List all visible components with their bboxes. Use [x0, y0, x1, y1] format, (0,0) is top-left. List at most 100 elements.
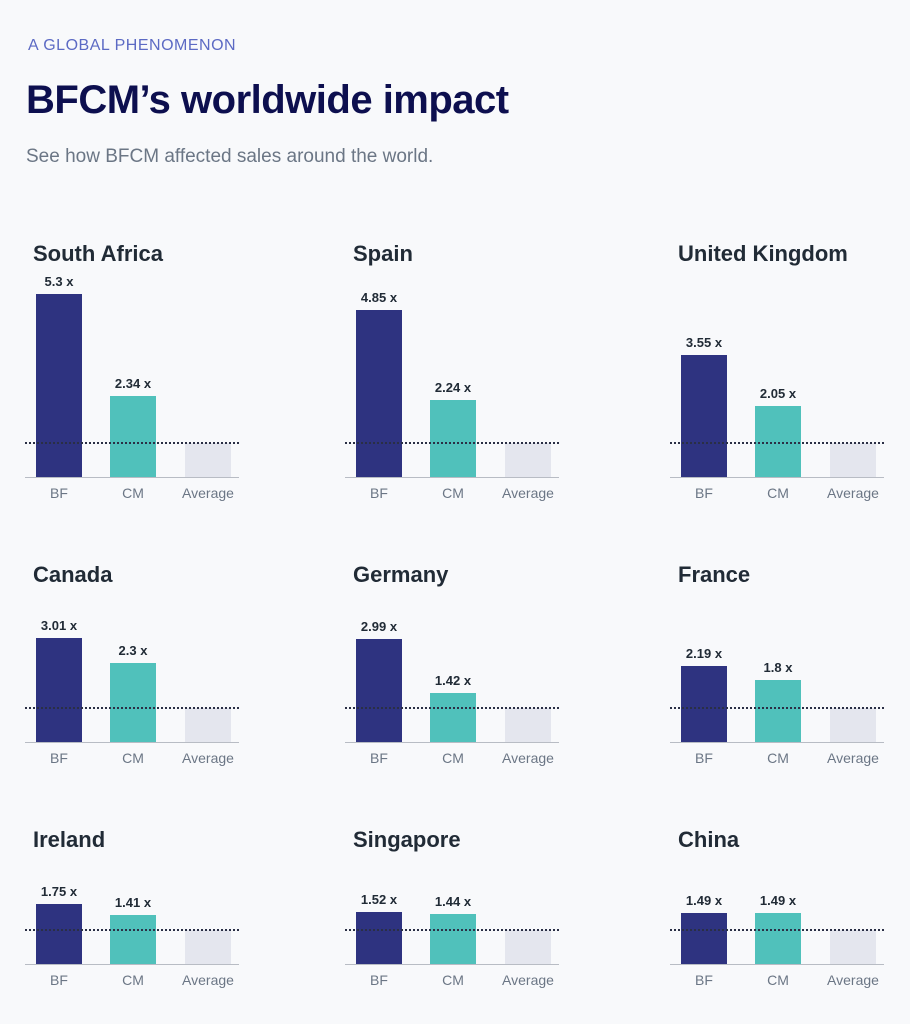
- data-label: 2.05 x: [759, 386, 797, 402]
- bar-average: [185, 442, 231, 477]
- category-label: Average: [502, 972, 554, 988]
- bar-bf: [356, 638, 402, 742]
- category-label: Average: [827, 972, 879, 988]
- data-label: 2.34 x: [114, 376, 152, 392]
- category-label: Average: [827, 485, 879, 501]
- bar-average: [505, 707, 551, 742]
- data-label: 2.24 x: [434, 379, 472, 395]
- average-line: [25, 706, 239, 709]
- category-label: Average: [827, 750, 879, 766]
- average-line: [345, 706, 559, 709]
- x-axis-line: [25, 477, 239, 478]
- panel-title: United Kingdom: [678, 241, 848, 266]
- bar-bf: [36, 903, 82, 964]
- category-label: BF: [695, 750, 713, 766]
- bar-cm: [430, 693, 476, 742]
- data-label: 1.8 x: [763, 659, 793, 675]
- data-label: 5.3 x: [44, 274, 74, 290]
- bar-average: [830, 707, 876, 742]
- bar-bf: [356, 309, 402, 477]
- category-label: CM: [122, 750, 144, 766]
- category-label: Average: [502, 485, 554, 501]
- category-label: CM: [442, 972, 464, 988]
- data-label: 1.42 x: [434, 673, 472, 688]
- category-label: CM: [767, 750, 789, 766]
- x-axis-line: [345, 742, 559, 743]
- x-axis-line: [670, 742, 884, 743]
- x-axis-line: [25, 964, 239, 965]
- category-label: Average: [182, 972, 234, 988]
- category-label: CM: [442, 485, 464, 501]
- data-label: 3.01 x: [40, 618, 78, 634]
- page-title: BFCM’s worldwide impact: [26, 78, 509, 122]
- category-label: BF: [695, 972, 713, 988]
- category-label: BF: [370, 750, 388, 766]
- data-label: 1.49 x: [759, 892, 797, 908]
- bar-average: [505, 442, 551, 477]
- panel-title: Ireland: [33, 827, 106, 852]
- category-label: Average: [502, 750, 554, 766]
- data-label: 1.44 x: [434, 894, 472, 910]
- x-axis-line: [345, 964, 559, 965]
- category-label: BF: [50, 972, 68, 988]
- category-label: CM: [767, 972, 789, 988]
- category-label: CM: [767, 485, 789, 501]
- x-axis-line: [345, 477, 559, 478]
- average-line: [670, 706, 884, 709]
- data-label: 1.52 x: [360, 891, 398, 907]
- category-label: CM: [122, 972, 144, 988]
- bar-average: [505, 929, 551, 964]
- panel-title: Singapore: [353, 827, 461, 852]
- category-label: BF: [50, 750, 68, 766]
- bar-cm: [755, 912, 801, 964]
- category-label: Average: [182, 485, 234, 501]
- data-label: 1.75 x: [40, 883, 78, 899]
- bar-cm: [110, 662, 156, 742]
- x-axis-line: [670, 477, 884, 478]
- panel-title: Spain: [353, 241, 413, 266]
- data-label: 2.19 x: [685, 646, 723, 662]
- data-label: 1.49 x: [685, 892, 723, 908]
- panel-title: South Africa: [33, 241, 163, 266]
- category-label: Average: [182, 750, 234, 766]
- panel-title: Canada: [33, 562, 113, 587]
- data-label: 4.85 x: [360, 289, 398, 305]
- data-label: 2.99 x: [360, 618, 398, 634]
- page-subtitle: See how BFCM affected sales around the w…: [26, 146, 434, 167]
- bar-cm: [110, 915, 156, 964]
- bar-bf: [36, 294, 82, 477]
- category-label: BF: [50, 485, 68, 501]
- bar-average: [830, 929, 876, 964]
- category-label: CM: [122, 485, 144, 501]
- average-line: [345, 928, 559, 931]
- data-label: 3.55 x: [685, 334, 723, 350]
- panel-title: Germany: [353, 562, 449, 587]
- category-label: BF: [695, 485, 713, 501]
- average-line: [25, 928, 239, 931]
- bar-bf: [681, 354, 727, 477]
- average-line: [670, 441, 884, 444]
- bar-bf: [36, 638, 82, 742]
- data-label: 1.41 x: [114, 895, 152, 911]
- data-label: 2.3 x: [118, 642, 148, 658]
- bar-cm: [430, 399, 476, 477]
- panel-title: China: [678, 827, 740, 852]
- category-label: BF: [370, 972, 388, 988]
- bar-bf: [681, 666, 727, 742]
- category-label: BF: [370, 485, 388, 501]
- average-line: [25, 441, 239, 444]
- bar-cm: [430, 914, 476, 964]
- category-label: CM: [442, 750, 464, 766]
- eyebrow: A GLOBAL PHENOMENON: [28, 37, 237, 54]
- bar-bf: [681, 912, 727, 964]
- bar-average: [185, 707, 231, 742]
- bar-bf: [356, 911, 402, 964]
- bar-cm: [755, 679, 801, 742]
- x-axis-line: [25, 742, 239, 743]
- x-axis-line: [670, 964, 884, 965]
- bar-average: [830, 442, 876, 477]
- bar-cm: [110, 396, 156, 477]
- bar-average: [185, 929, 231, 964]
- average-line: [670, 928, 884, 931]
- panel-title: France: [678, 562, 751, 587]
